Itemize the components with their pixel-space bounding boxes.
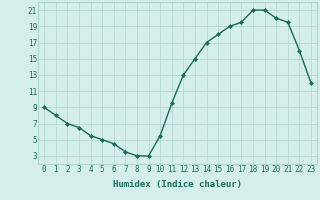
X-axis label: Humidex (Indice chaleur): Humidex (Indice chaleur) [113,180,242,189]
